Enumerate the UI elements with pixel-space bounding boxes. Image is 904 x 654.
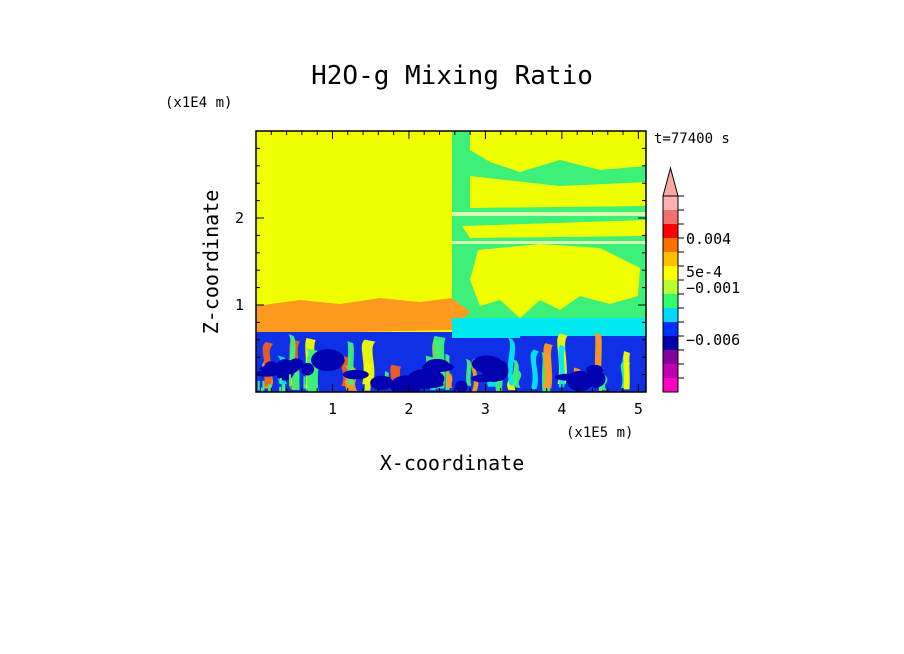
chart-title: H2O-g Mixing Ratio bbox=[311, 61, 593, 91]
colorbar-segment bbox=[663, 252, 678, 266]
field-region bbox=[452, 318, 646, 338]
turbulence-plume bbox=[512, 367, 522, 388]
field-region bbox=[470, 244, 640, 318]
colorbar-segment bbox=[663, 210, 678, 224]
y-axis-label: Z-coordinate bbox=[199, 190, 223, 335]
colorbar-segment bbox=[663, 294, 678, 308]
turbulence-streak bbox=[279, 377, 282, 384]
field-region bbox=[452, 241, 646, 244]
turbulence-plume bbox=[543, 343, 553, 389]
colorbar-segment bbox=[663, 266, 678, 280]
colorbar-labels: 0.004 5e-4 −0.001 −0.006 bbox=[686, 230, 740, 349]
colorbar-segment bbox=[663, 308, 678, 322]
turbulence-blob bbox=[342, 369, 369, 380]
turbulence-streak bbox=[279, 386, 282, 392]
turbulence-plume bbox=[445, 372, 453, 389]
turbulence-blob bbox=[407, 368, 445, 389]
x-axis-label: X-coordinate bbox=[380, 451, 525, 475]
colorbar-label: −0.006 bbox=[686, 331, 740, 349]
colorbar-extend-arrow bbox=[662, 166, 679, 197]
x-tick-label: 2 bbox=[404, 400, 413, 418]
turbulence-streak bbox=[311, 377, 314, 386]
field-region bbox=[470, 176, 646, 208]
colorbar-segment bbox=[663, 224, 678, 238]
turbulence-streak bbox=[283, 384, 286, 392]
colorbar-segment bbox=[663, 336, 678, 350]
colorbar-segment bbox=[663, 350, 678, 364]
turbulence-plume bbox=[506, 336, 516, 386]
colorbar-segment bbox=[663, 280, 678, 294]
turbulence-plume bbox=[530, 349, 540, 390]
turbulence-streak bbox=[269, 384, 272, 392]
turbulence-plume bbox=[364, 362, 372, 391]
turbulence-blob bbox=[455, 380, 468, 392]
colorbar-frame bbox=[662, 195, 679, 393]
turbulence-streak bbox=[262, 380, 265, 391]
colorbar-segment bbox=[663, 364, 678, 378]
y-tick-label: 2 bbox=[235, 209, 244, 227]
turbulence-streak bbox=[261, 387, 264, 392]
turbulence-plume bbox=[623, 350, 630, 390]
turbulence-streak bbox=[281, 383, 284, 392]
x-axis: 1 2 3 4 5 bbox=[270, 131, 643, 418]
turbulence-blob bbox=[422, 361, 454, 373]
y-scale-label: (x1E4 m) bbox=[165, 95, 232, 111]
mixing-ratio-field bbox=[256, 131, 646, 392]
colorbar-segment bbox=[663, 196, 678, 210]
x-tick-label: 5 bbox=[634, 400, 643, 418]
turbulence-blob bbox=[482, 362, 506, 383]
field-region bbox=[452, 212, 646, 216]
x-scale-label: (x1E5 m) bbox=[566, 425, 633, 441]
y-tick-label: 1 bbox=[235, 296, 244, 314]
turbulence-blob bbox=[289, 358, 304, 370]
turbulence-blob bbox=[370, 375, 394, 391]
y-axis: 12 bbox=[235, 147, 646, 376]
colorbar-segment bbox=[663, 378, 678, 392]
field-region bbox=[470, 131, 646, 172]
turbulence-streak bbox=[257, 380, 260, 391]
turbulence-streak bbox=[308, 379, 311, 389]
x-tick-label: 3 bbox=[481, 400, 490, 418]
x-tick-label: 1 bbox=[328, 400, 337, 418]
turbulence-blob bbox=[264, 361, 278, 373]
colorbar bbox=[662, 166, 684, 393]
time-label: t=77400 s bbox=[654, 131, 730, 147]
turbulence-streak bbox=[288, 374, 291, 387]
turbulence-blob bbox=[311, 349, 345, 372]
x-tick-label: 4 bbox=[557, 400, 566, 418]
colorbar-label: 5e-4 bbox=[686, 263, 722, 281]
colorbar-label: −0.001 bbox=[686, 279, 740, 297]
colorbar-segment bbox=[663, 238, 678, 252]
turbulence-blob bbox=[301, 362, 315, 376]
plot-frame bbox=[255, 130, 647, 393]
field-region bbox=[462, 220, 646, 238]
field-region bbox=[256, 298, 470, 334]
colorbar-segment bbox=[663, 322, 678, 336]
colorbar-label: 0.004 bbox=[686, 230, 731, 248]
turbulence-blob bbox=[585, 369, 606, 388]
turbulence-streak bbox=[303, 376, 306, 389]
turbulence-streak bbox=[268, 384, 271, 392]
turbulence-plume bbox=[465, 358, 472, 386]
